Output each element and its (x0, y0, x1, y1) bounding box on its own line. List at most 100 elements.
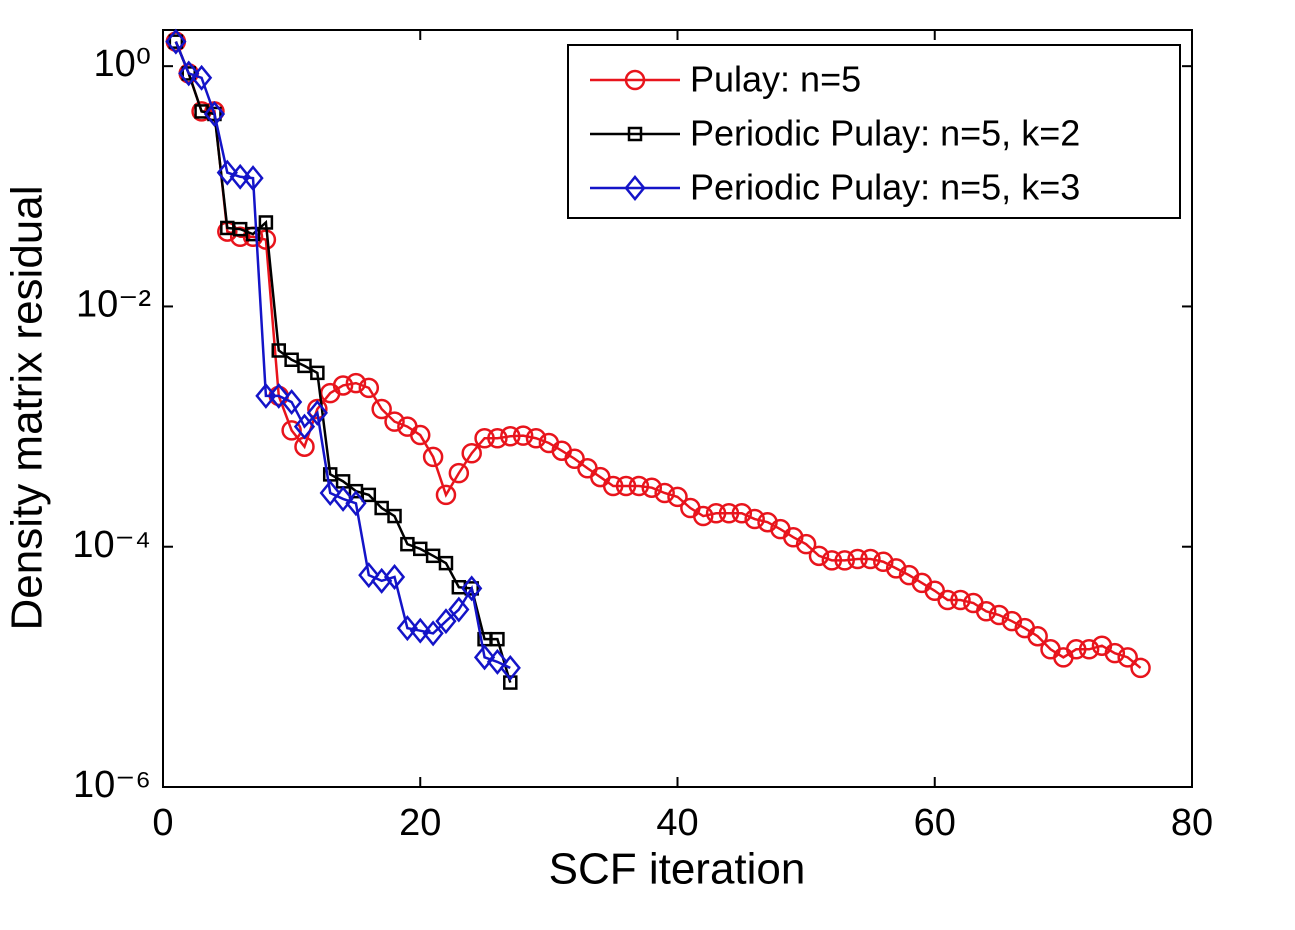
point (988, 604, 1010, 626)
point (242, 165, 264, 192)
x-tick-label: 80 (1171, 802, 1213, 844)
point (525, 427, 547, 449)
point (705, 502, 727, 524)
point (1078, 639, 1100, 660)
point (1117, 647, 1138, 668)
point (654, 482, 675, 504)
point (422, 620, 444, 647)
point (808, 545, 830, 567)
x-axis-label: SCF iteration (549, 845, 806, 894)
point (718, 502, 740, 524)
legend-marker (624, 175, 646, 201)
point (795, 533, 817, 555)
point (306, 399, 328, 426)
point (293, 413, 316, 440)
x-tick-label: 0 (152, 802, 173, 844)
point (512, 425, 534, 446)
point (461, 575, 483, 602)
point (361, 487, 377, 503)
point (358, 377, 380, 399)
point (345, 372, 367, 394)
point (384, 411, 405, 432)
point (203, 101, 226, 127)
point (873, 551, 894, 572)
point (332, 375, 354, 396)
point (1104, 642, 1126, 664)
point (268, 382, 290, 409)
point (461, 442, 482, 464)
point (190, 64, 213, 91)
point (847, 548, 868, 570)
point (258, 215, 274, 230)
point (207, 106, 222, 122)
point (834, 550, 855, 571)
point (310, 365, 325, 381)
series-line (174, 41, 511, 670)
point (486, 648, 509, 675)
point (950, 589, 971, 611)
y-tick-label: 10⁰ (93, 43, 151, 85)
point (229, 163, 251, 190)
point (975, 601, 997, 622)
point (499, 654, 521, 681)
point (860, 548, 881, 570)
point (744, 508, 765, 530)
point (1130, 657, 1151, 679)
point (731, 502, 753, 524)
point (667, 486, 688, 508)
point (271, 343, 287, 358)
point (602, 475, 624, 497)
point (692, 505, 714, 527)
point (319, 480, 341, 506)
point (641, 477, 663, 498)
legend-marker (627, 126, 643, 142)
series-line (174, 41, 512, 683)
y-axis-label: Density matrix residual (3, 185, 52, 630)
series-line (174, 41, 1142, 669)
x-tick-label: 20 (399, 802, 441, 844)
point (409, 617, 431, 644)
point (448, 462, 470, 484)
point (425, 548, 441, 564)
point (396, 615, 419, 642)
x-tick-label: 60 (914, 802, 956, 844)
y-tick-label: 10⁻² (76, 283, 151, 325)
point (422, 446, 444, 468)
point (383, 564, 406, 590)
point (374, 500, 389, 516)
y-tick-label: 10⁻⁶ (73, 764, 151, 806)
point (387, 508, 402, 524)
legend-label: Periodic Pulay: n=5, k=2 (690, 113, 1080, 154)
point (332, 485, 354, 512)
point (448, 596, 470, 623)
legend-label: Pulay: n=5 (690, 59, 861, 100)
point (358, 562, 380, 589)
point (229, 226, 251, 248)
point (281, 420, 302, 441)
point (1027, 625, 1048, 647)
point (435, 608, 457, 635)
point (628, 475, 650, 497)
point (473, 644, 496, 671)
point (281, 389, 303, 416)
point (165, 28, 187, 55)
point (564, 448, 585, 469)
point (371, 398, 392, 420)
x-tick-label: 40 (656, 802, 698, 844)
point (615, 475, 637, 497)
point (345, 490, 367, 517)
point (937, 589, 958, 611)
point (410, 424, 431, 446)
point (168, 34, 184, 49)
point (500, 426, 521, 447)
point (245, 226, 261, 242)
point (435, 484, 457, 506)
point (503, 675, 518, 690)
point (191, 101, 212, 122)
point (438, 555, 454, 571)
point (371, 567, 393, 594)
legend-label: Periodic Pulay: n=5, k=3 (690, 167, 1080, 208)
point (490, 631, 505, 647)
